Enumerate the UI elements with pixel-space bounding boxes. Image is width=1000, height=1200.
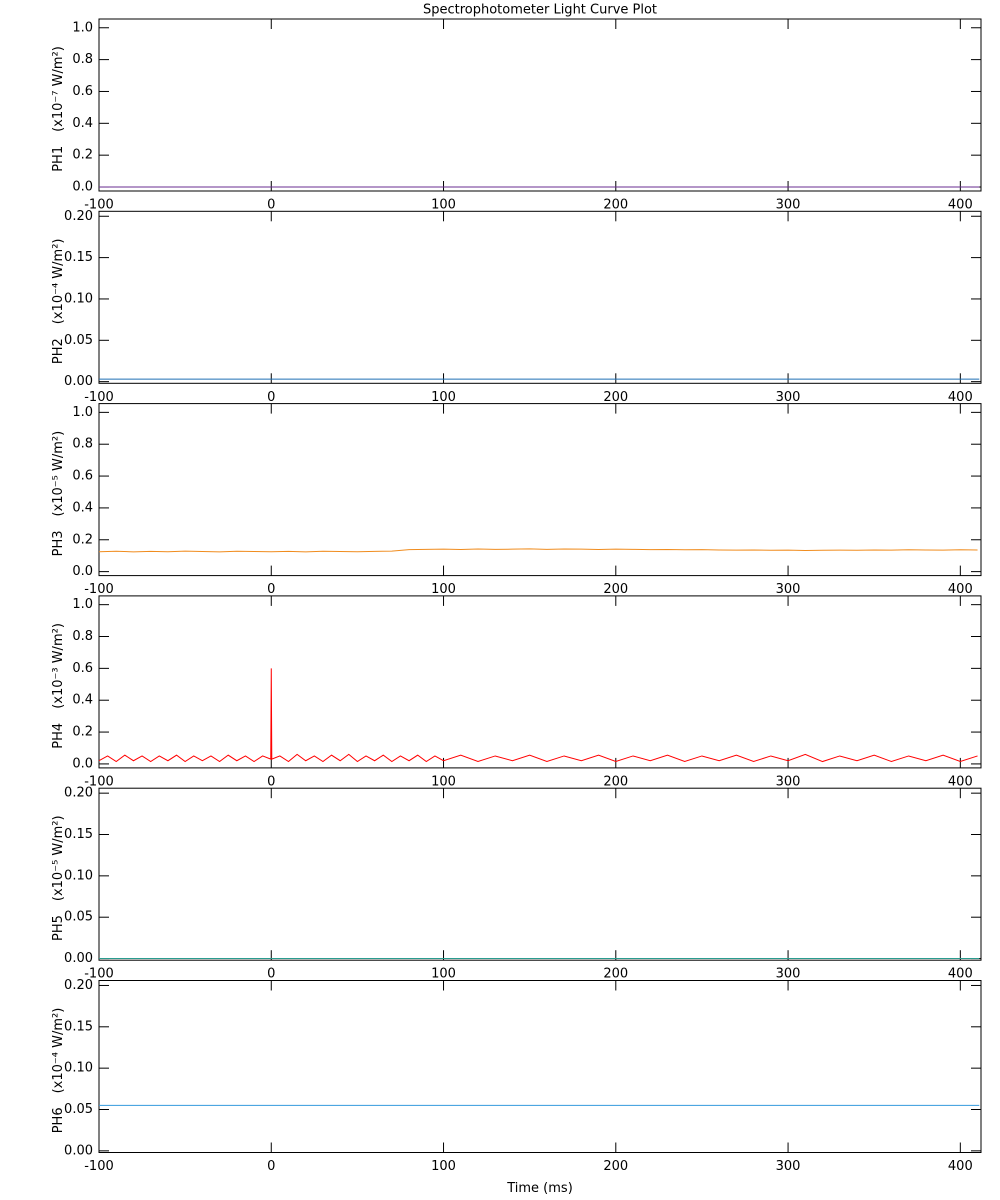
y-tick-label: 0.8 <box>72 629 93 644</box>
y-tick-label: 0.2 <box>72 725 93 740</box>
y-tick-label: 0.20 <box>64 209 93 224</box>
x-tick-label: 300 <box>776 390 801 405</box>
x-tick-label: 100 <box>431 967 456 982</box>
y-tick-label: 0.20 <box>64 786 93 801</box>
x-tick-label: 100 <box>431 390 456 405</box>
plot-frame <box>98 403 982 577</box>
x-tick-label: -100 <box>84 774 114 789</box>
y-axis-unit: (x10⁻⁴ W/m²) <box>51 1008 66 1094</box>
x-tick-label: -100 <box>84 390 114 405</box>
y-axis-label: PH6 (x10⁻⁴ W/m²) <box>51 1008 66 1134</box>
x-tick-label: 0 <box>267 582 275 597</box>
y-axis-unit: (x10⁻⁴ W/m²) <box>51 239 66 325</box>
y-tick-label: 0.6 <box>72 84 93 99</box>
y-tick-label: 0.00 <box>64 951 93 966</box>
y-tick-label: 0.00 <box>64 374 93 389</box>
x-tick-label: 0 <box>267 1159 275 1174</box>
y-tick-label: 0.15 <box>64 827 93 842</box>
y-axis-name: PH6 <box>51 1107 66 1133</box>
y-tick-label: 0.15 <box>64 250 93 265</box>
x-axis-label: Time (ms) <box>506 1181 573 1196</box>
y-tick-label: 0.10 <box>64 291 93 306</box>
x-tick-label: 300 <box>776 774 801 789</box>
x-tick-label: 300 <box>776 582 801 597</box>
x-tick-label: 400 <box>948 582 973 597</box>
y-tick-label: 0.8 <box>72 52 93 67</box>
y-axis-name: PH5 <box>51 915 66 941</box>
y-axis-label: PH3 (x10⁻⁵ W/m²) <box>51 431 66 557</box>
x-tick-label: 300 <box>776 967 801 982</box>
y-axis-name: PH4 <box>51 723 66 749</box>
x-tick-label: 200 <box>603 390 628 405</box>
y-axis-unit: (x10⁻⁵ W/m²) <box>51 815 66 901</box>
y-tick-label: 0.4 <box>72 500 93 515</box>
y-axis-unit: (x10⁻⁵ W/m²) <box>51 431 66 517</box>
x-tick-label: -100 <box>84 198 114 213</box>
x-tick-label: 200 <box>603 967 628 982</box>
plot-frame <box>98 210 982 384</box>
x-tick-label: -100 <box>84 1159 114 1174</box>
y-axis-unit: (x10⁻³ W/m²) <box>51 623 66 709</box>
plot-frame <box>98 980 982 1153</box>
x-tick-label: 0 <box>267 390 275 405</box>
y-tick-label: 1.0 <box>72 20 93 35</box>
x-tick-label: 400 <box>948 1159 973 1174</box>
y-tick-label: 0.0 <box>72 756 93 771</box>
y-axis-label: PH5 (x10⁻⁵ W/m²) <box>51 815 66 941</box>
y-axis-label: PH1 (x10⁻⁷ W/m²) <box>51 46 66 172</box>
x-tick-label: 400 <box>948 967 973 982</box>
plot-frame <box>98 595 982 769</box>
x-tick-label: 100 <box>431 774 456 789</box>
y-tick-label: 0.10 <box>64 1061 93 1076</box>
y-tick-label: 0.0 <box>72 564 93 579</box>
x-tick-label: 400 <box>948 390 973 405</box>
x-tick-label: 300 <box>776 198 801 213</box>
x-tick-label: 200 <box>603 1159 628 1174</box>
x-tick-label: 200 <box>603 198 628 213</box>
x-tick-label: 0 <box>267 198 275 213</box>
x-tick-label: 0 <box>267 967 275 982</box>
y-tick-label: 0.2 <box>72 148 93 163</box>
x-tick-label: 0 <box>267 774 275 789</box>
y-tick-label: 0.8 <box>72 437 93 452</box>
y-axis-label: PH2 (x10⁻⁴ W/m²) <box>51 239 66 365</box>
y-tick-label: 0.15 <box>64 1019 93 1034</box>
y-tick-label: 0.05 <box>64 910 93 925</box>
y-axis-name: PH2 <box>51 338 66 364</box>
chart-title: Spectrophotometer Light Curve Plot <box>423 3 657 18</box>
y-tick-label: 0.4 <box>72 116 93 131</box>
y-tick-label: 0.6 <box>72 661 93 676</box>
x-tick-label: -100 <box>84 582 114 597</box>
y-tick-label: 0.00 <box>64 1143 93 1158</box>
y-tick-label: 1.0 <box>72 597 93 612</box>
y-tick-label: 0.20 <box>64 978 93 993</box>
x-tick-label: 100 <box>431 582 456 597</box>
y-axis-unit: (x10⁻⁷ W/m²) <box>51 46 66 132</box>
x-tick-label: 400 <box>948 774 973 789</box>
x-tick-label: 100 <box>431 1159 456 1174</box>
x-tick-label: 200 <box>603 582 628 597</box>
plot-frame <box>98 18 982 192</box>
x-tick-label: 400 <box>948 198 973 213</box>
x-tick-label: 100 <box>431 198 456 213</box>
y-tick-label: 0.05 <box>64 1102 93 1117</box>
data-line <box>98 548 978 553</box>
y-tick-label: 0.05 <box>64 333 93 348</box>
data-line <box>98 668 978 763</box>
y-tick-label: 0.10 <box>64 868 93 883</box>
y-axis-label: PH4 (x10⁻³ W/m²) <box>51 623 66 749</box>
y-tick-label: 0.2 <box>72 532 93 547</box>
y-axis-name: PH3 <box>51 531 66 557</box>
x-tick-label: 200 <box>603 774 628 789</box>
y-tick-label: 1.0 <box>72 405 93 420</box>
y-tick-label: 0.4 <box>72 693 93 708</box>
y-tick-label: 0.0 <box>72 180 93 195</box>
y-tick-label: 0.6 <box>72 469 93 484</box>
x-tick-label: 300 <box>776 1159 801 1174</box>
x-tick-label: -100 <box>84 967 114 982</box>
plot-frame <box>98 787 982 961</box>
y-axis-name: PH1 <box>51 146 66 172</box>
